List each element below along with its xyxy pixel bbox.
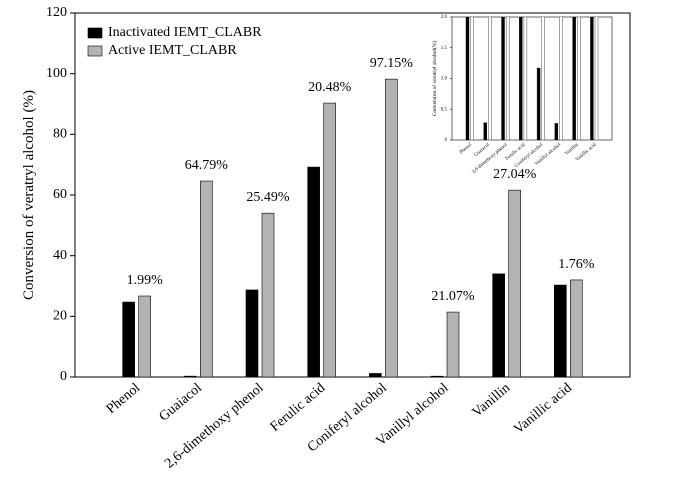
bar [505, 17, 510, 140]
annotation: 21.07% [431, 289, 475, 304]
annotation: 27.04% [493, 167, 537, 182]
legend-label: Inactivated IEMT_CLABR [108, 25, 262, 40]
legend-swatch [87, 45, 103, 57]
bar [488, 17, 492, 140]
bar [541, 17, 545, 140]
bar [200, 180, 213, 378]
bar [572, 17, 576, 140]
y-tick-label: 120 [46, 5, 67, 20]
legend-swatch [87, 27, 103, 39]
annotation: 64.79% [185, 158, 229, 173]
annotation: 97.15% [370, 56, 414, 71]
bar [261, 212, 275, 378]
bar [536, 67, 541, 140]
bar [307, 166, 320, 378]
bar [369, 373, 382, 378]
x-tick-label: Vanillic acid [511, 381, 575, 438]
y-tick-label: 60 [53, 187, 67, 202]
bar [245, 289, 259, 378]
y-axis-label: Conversion of veratryl alcohol (%) [21, 90, 37, 300]
bars [122, 78, 583, 378]
bar [446, 311, 460, 378]
x-tick-label: Phenol [459, 142, 473, 155]
y-tick-label: 80 [53, 127, 67, 142]
y-tick-label: 100 [46, 66, 67, 81]
annotation: 25.49% [246, 190, 290, 205]
plot-frame [451, 16, 613, 141]
bar [122, 301, 135, 378]
x-tick-label: Ferulic acid [268, 381, 329, 435]
bar [138, 295, 151, 378]
bar [492, 273, 505, 378]
bar [501, 17, 505, 140]
bar [559, 17, 563, 140]
bar [465, 17, 470, 140]
bar [430, 375, 444, 378]
plot-frame [74, 12, 631, 378]
bar [508, 189, 521, 378]
y-tick-label: 0.5 [441, 107, 448, 112]
y-tick-label: 40 [53, 248, 67, 263]
bar [590, 17, 594, 140]
bar [523, 17, 528, 140]
bar [385, 78, 398, 378]
x-tick-label: Guaiacol [157, 381, 205, 425]
legend-label: Active IEMT_CLABR [108, 43, 237, 58]
annotation: 20.48% [308, 80, 352, 95]
x-tick-label: Vanillin [470, 381, 514, 421]
y-tick-label: 2.0 [441, 15, 448, 20]
bar [184, 375, 197, 378]
y-tick-label: 0 [60, 369, 67, 384]
y-tick-label: 1.5 [441, 46, 448, 51]
bar [554, 284, 567, 378]
x-tick-label: Vanillin [564, 142, 580, 156]
bar [483, 122, 487, 140]
y-axis-label: Conversion of veratryl alcohol(%) [431, 41, 438, 117]
x-tick-label: Phenol [104, 381, 144, 418]
bar [577, 17, 581, 140]
bar [519, 17, 523, 140]
bar [594, 17, 599, 140]
bar [570, 279, 583, 378]
bar [470, 17, 474, 140]
y-tick-label: 20 [53, 309, 67, 324]
bar [323, 102, 336, 378]
annotation: 1.76% [558, 257, 595, 272]
y-tick-label: 1.0 [441, 77, 448, 82]
bars [465, 17, 599, 140]
y-tick-label: 0 [445, 138, 448, 143]
annotation: 1.99% [127, 273, 164, 288]
bar [554, 123, 559, 140]
